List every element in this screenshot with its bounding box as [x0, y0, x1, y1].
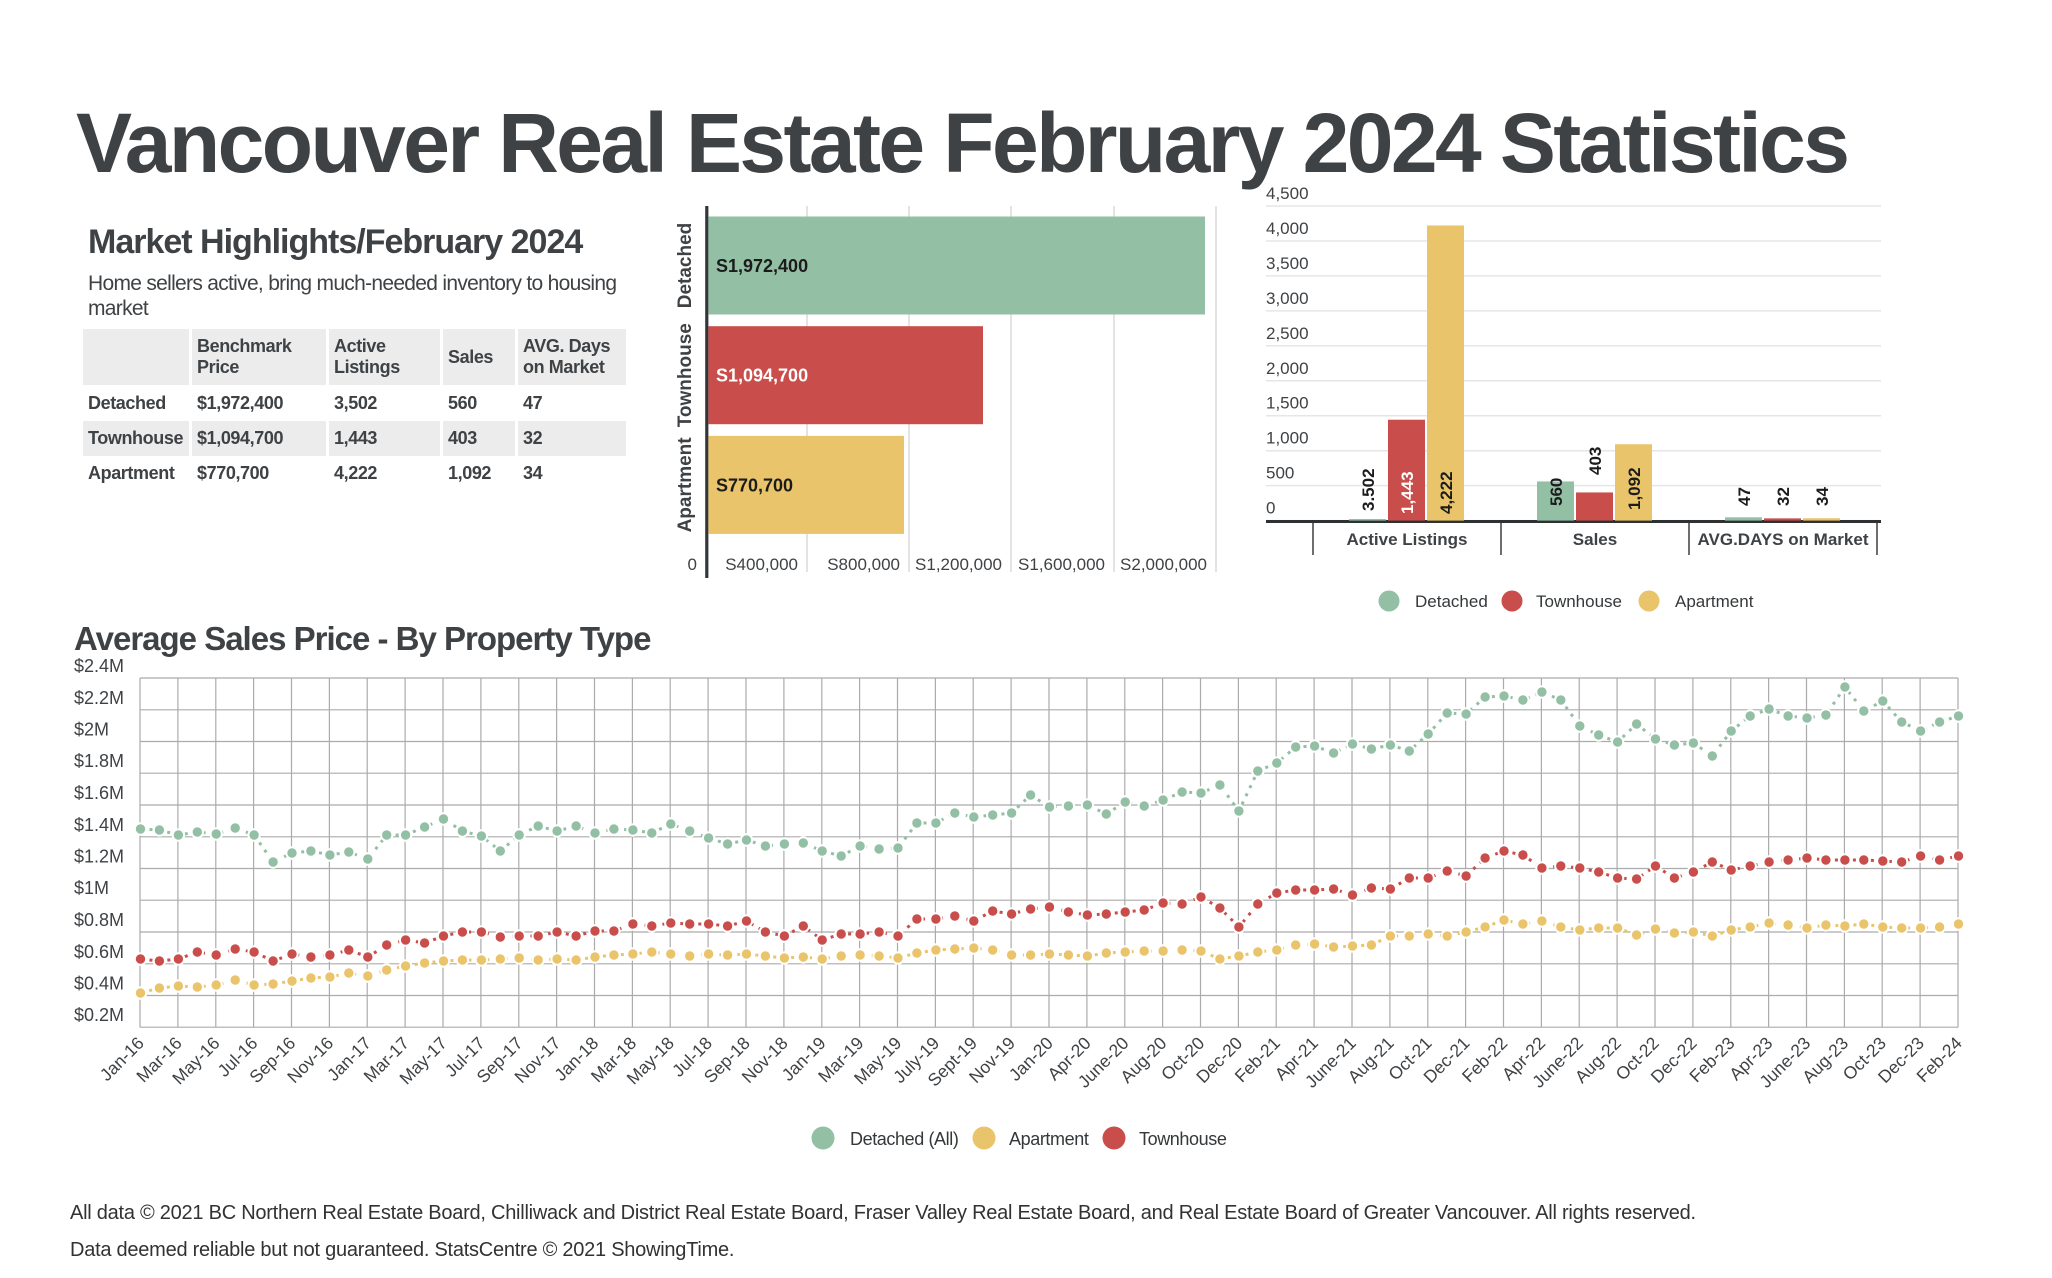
svg-text:S1,094,700: S1,094,700 [716, 366, 808, 386]
svg-text:S800,000: S800,000 [827, 555, 900, 574]
svg-text:Townhouse: Townhouse [675, 323, 696, 427]
svg-text:S1,972,400: S1,972,400 [716, 256, 808, 276]
svg-text:1,443: 1,443 [1398, 471, 1417, 514]
svg-text:1,500: 1,500 [1266, 394, 1309, 413]
svg-text:$2.2M: $2.2M [74, 688, 124, 708]
svg-text:560: 560 [1547, 478, 1566, 506]
svg-text:2,000: 2,000 [1266, 359, 1309, 378]
svg-text:S2,000,000: S2,000,000 [1120, 555, 1207, 574]
svg-text:403: 403 [1586, 447, 1605, 475]
svg-text:$1.8M: $1.8M [74, 751, 124, 771]
svg-text:Apartment: Apartment [675, 437, 696, 533]
svg-text:4,500: 4,500 [1266, 184, 1309, 203]
svg-text:$1M: $1M [74, 878, 109, 898]
svg-text:47: 47 [1735, 487, 1754, 506]
svg-text:Townhouse: Townhouse [1536, 592, 1622, 611]
svg-text:1,092: 1,092 [1625, 467, 1644, 510]
svg-text:32: 32 [1774, 487, 1793, 506]
svg-text:Apartment: Apartment [1009, 1129, 1089, 1149]
svg-text:$0.4M: $0.4M [74, 974, 124, 994]
svg-text:$0.2M: $0.2M [74, 1005, 124, 1025]
svg-text:Detached (All): Detached (All) [850, 1129, 958, 1149]
svg-text:$1.4M: $1.4M [74, 815, 124, 835]
svg-text:Active Listings: Active Listings [1347, 530, 1468, 549]
svg-text:S1,200,000: S1,200,000 [915, 555, 1002, 574]
svg-text:Detached: Detached [1415, 592, 1488, 611]
svg-text:$2.4M: $2.4M [74, 656, 124, 676]
svg-text:4,000: 4,000 [1266, 219, 1309, 238]
svg-text:$2M: $2M [74, 720, 109, 740]
svg-text:S1,600,000: S1,600,000 [1018, 555, 1105, 574]
svg-text:3.502: 3.502 [1359, 468, 1378, 511]
svg-text:$0.6M: $0.6M [74, 942, 124, 962]
svg-text:500: 500 [1266, 464, 1294, 483]
svg-text:$1.6M: $1.6M [74, 783, 124, 803]
svg-text:$0.8M: $0.8M [74, 910, 124, 930]
svg-text:0: 0 [1266, 499, 1275, 518]
svg-text:0: 0 [688, 555, 697, 574]
svg-text:S400,000: S400,000 [725, 555, 798, 574]
svg-text:Townhouse: Townhouse [1139, 1129, 1227, 1149]
svg-text:3,500: 3,500 [1266, 254, 1309, 273]
svg-text:AVG.DAYS on Market: AVG.DAYS on Market [1698, 530, 1869, 549]
svg-text:4,222: 4,222 [1437, 471, 1456, 514]
svg-text:S770,700: S770,700 [716, 475, 793, 495]
svg-text:34: 34 [1813, 487, 1832, 506]
svg-text:Apartment: Apartment [1675, 592, 1754, 611]
svg-text:3,000: 3,000 [1266, 289, 1309, 308]
svg-text:$1.2M: $1.2M [74, 847, 124, 867]
svg-text:Sales: Sales [1573, 530, 1617, 549]
svg-text:2,500: 2,500 [1266, 324, 1309, 343]
svg-text:Detached: Detached [675, 223, 696, 309]
svg-text:1,000: 1,000 [1266, 429, 1309, 448]
